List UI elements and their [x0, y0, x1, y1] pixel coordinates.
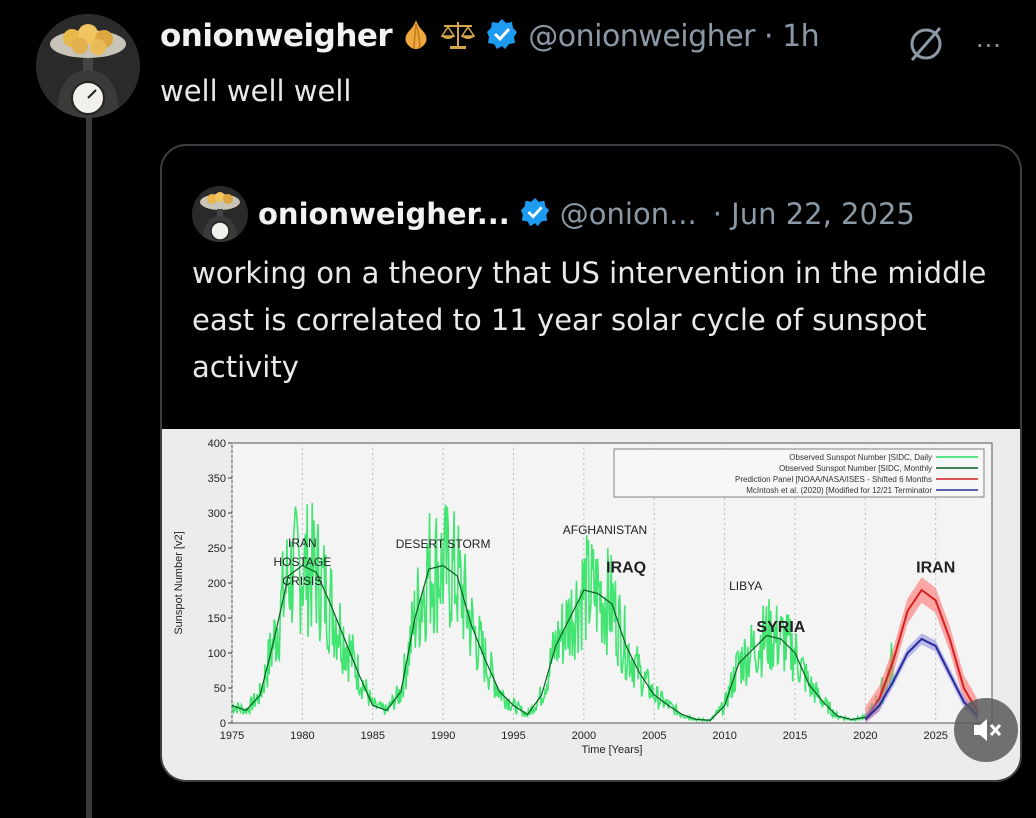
annotation-label: IRAN	[288, 536, 317, 550]
mute-button[interactable]	[954, 698, 1018, 762]
verified-badge-icon	[520, 197, 550, 231]
post-text: well well well	[160, 74, 352, 108]
scale-onion-avatar-image	[36, 14, 140, 118]
annotation-label: HOSTAGE	[273, 555, 331, 569]
legend-box	[613, 448, 985, 498]
x-tick-label: 1995	[501, 730, 525, 742]
x-tick-label: 2010	[712, 730, 736, 742]
y-tick-label: 100	[208, 648, 226, 660]
post-header: onionweigher @onionweigher · 1h	[160, 18, 820, 54]
muted-speaker-icon	[974, 719, 1002, 741]
x-tick-label: 1990	[431, 730, 455, 742]
y-tick-label: 200	[208, 578, 226, 590]
grok-icon[interactable]	[904, 22, 948, 70]
sunspot-chart-image[interactable]: 1975 1980 1985 1990 1995 2000 2005 2010 2015 2020…	[162, 429, 1020, 780]
y-tick-label: 150	[208, 613, 226, 625]
y-tick-label: 250	[208, 543, 226, 555]
annotation-label: LIBYA	[729, 579, 762, 593]
display-name[interactable]: onionweigher	[160, 18, 393, 54]
x-tick-label: 1975	[220, 730, 244, 742]
x-tick-label: 2020	[853, 730, 877, 742]
annotation-label: CRISIS	[282, 574, 322, 588]
legend-entry-label: McIntosh et al. (2020) [Modified for 12/…	[746, 486, 932, 495]
scale-onion-avatar-image	[192, 186, 248, 242]
quoted-post-text: working on a theory that US intervention…	[192, 256, 987, 384]
balance-scale-emoji-icon	[440, 18, 476, 54]
y-tick-label: 400	[208, 438, 226, 450]
x-tick-label: 2015	[783, 730, 807, 742]
series-mcintosh	[864, 637, 979, 721]
series-observed-monthly	[231, 564, 895, 721]
y-tick-label: 0	[220, 718, 226, 730]
handle-and-time[interactable]: @onionweigher · 1h	[528, 18, 820, 54]
sunspot-chart: 1975 1980 1985 1990 1995 2000 2005 2010 2015 2020…	[173, 438, 993, 756]
quoted-handle[interactable]: @onion...	[559, 197, 697, 231]
legend-entry-label: Observed Sunspot Number [SIDC, Daily	[789, 453, 932, 462]
x-tick-label: 1980	[290, 730, 314, 742]
series-observed-daily	[231, 502, 894, 723]
y-tick-label: 300	[208, 508, 226, 520]
series-prediction-panel	[864, 588, 979, 721]
avatar[interactable]	[36, 14, 140, 118]
x-tick-label: 1985	[360, 730, 384, 742]
annotation-label: IRAQ	[606, 560, 646, 577]
x-tick-label: 2005	[642, 730, 666, 742]
quoted-post-header: onionweigher... @onion... · Jun 22, 2025	[192, 186, 915, 242]
y-tick-label: 350	[208, 473, 226, 485]
quoted-display-name[interactable]: onionweigher...	[258, 197, 510, 231]
annotation-label: DESERT STORM	[396, 537, 491, 551]
legend-entry-label: Observed Sunspot Number [SIDC, Monthly	[779, 464, 932, 473]
thread-line	[86, 118, 92, 818]
x-axis-label: Time [Years]	[582, 744, 643, 756]
annotation-label: SYRIA	[756, 619, 805, 636]
more-options-icon[interactable]: ···	[976, 32, 1002, 60]
annotation-label: AFGHANISTAN	[563, 523, 647, 537]
y-axis-label: Sunspot Number [v2]	[173, 531, 185, 634]
x-tick-label: 2000	[572, 730, 596, 742]
onion-emoji-icon	[402, 18, 430, 54]
x-tick-label: 2025	[923, 730, 947, 742]
annotation-label: IRAN	[916, 560, 955, 577]
legend-entry-label: Prediction Panel [NOAA/NASA/ISES - Shift…	[735, 475, 932, 484]
verified-badge-icon	[486, 18, 518, 54]
quoted-date[interactable]: · Jun 22, 2025	[712, 197, 915, 231]
y-tick-label: 50	[214, 683, 226, 695]
quoted-post-card[interactable]: onionweigher... @onion... · Jun 22, 2025…	[160, 144, 1022, 782]
quoted-avatar[interactable]	[192, 186, 248, 242]
